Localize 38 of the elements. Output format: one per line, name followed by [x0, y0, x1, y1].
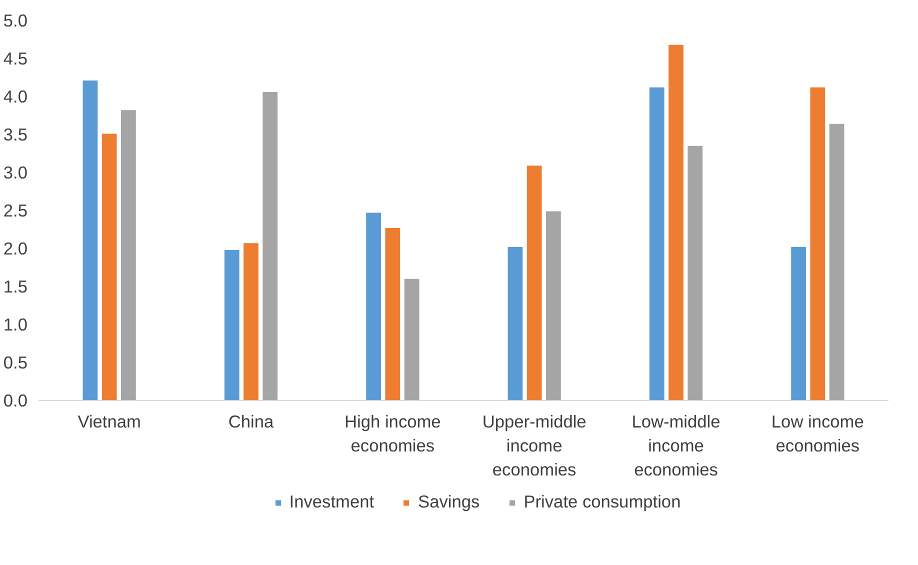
x-tick-label: Low income economies [771, 412, 864, 456]
y-tick-label: 3.5 [3, 124, 28, 144]
bar [791, 246, 806, 400]
bar [366, 212, 381, 400]
bar [244, 243, 258, 400]
y-tick-label: 0.0 [3, 390, 28, 410]
y-tick-label: 2.5 [3, 200, 28, 220]
bar [688, 146, 703, 400]
y-tick-label: 1.0 [3, 314, 28, 334]
bar [404, 278, 420, 400]
legend-label: Private consumption [524, 492, 681, 512]
bar [262, 92, 278, 400]
bar [385, 228, 400, 400]
bar [649, 87, 664, 400]
x-tick-label: Upper-middle income economies [482, 412, 586, 480]
bar [102, 134, 117, 400]
x-tick-label: Vietnam [78, 412, 141, 432]
x-tick-label: China [228, 412, 274, 432]
y-tick-label: 1.5 [3, 276, 28, 296]
x-tick-label: Low-middle income economies [632, 412, 720, 480]
legend-label: Investment [289, 492, 374, 512]
bar [546, 211, 561, 400]
y-tick-label: 2.0 [3, 238, 28, 258]
bar [121, 110, 136, 400]
y-tick-label: 4.0 [3, 86, 28, 106]
y-tick-label: 5.0 [3, 10, 28, 30]
y-tick-label: 0.5 [3, 352, 28, 372]
bar [224, 250, 240, 400]
bar [508, 246, 523, 400]
bar [668, 44, 684, 400]
y-tick-label: 4.5 [3, 48, 28, 68]
legend-label: Savings [418, 492, 480, 512]
bar [829, 124, 844, 400]
bar [810, 87, 826, 400]
bar [526, 166, 542, 400]
y-tick-label: 3.0 [3, 162, 28, 182]
x-tick-label: High income economies [344, 412, 441, 456]
bar [82, 80, 98, 400]
